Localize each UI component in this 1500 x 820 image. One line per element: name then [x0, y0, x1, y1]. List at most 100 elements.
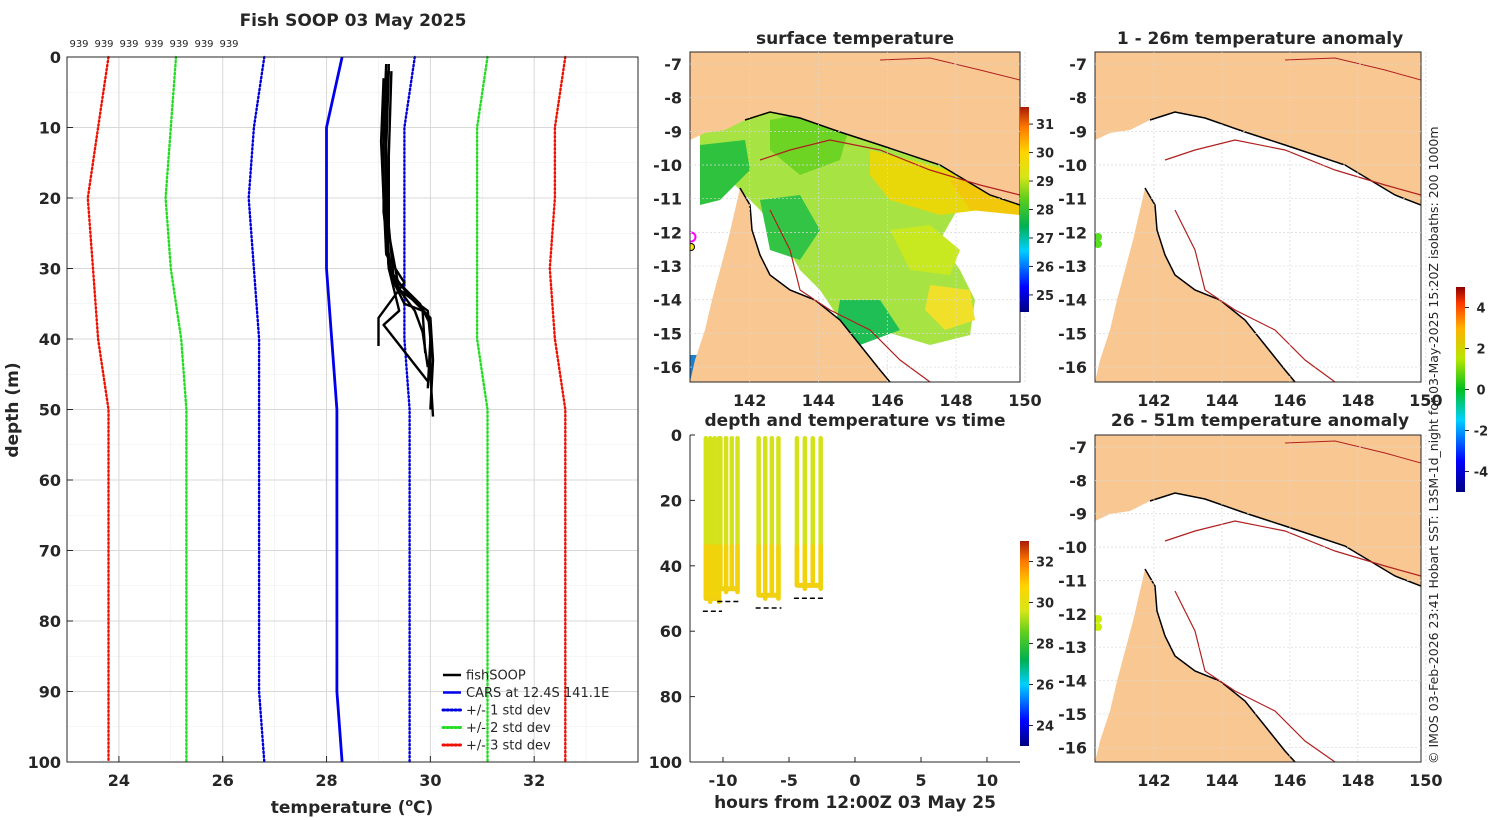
side-credit-note: © IMOS 03-Feb-2026 23:41 Hobart SST: L3S…: [1426, 126, 1441, 764]
anomaly-2-land-north: [1095, 435, 1421, 586]
colorbar-tick-label: 26: [1036, 679, 1054, 694]
profile-x-axis-label: temperature (oC): [271, 796, 434, 818]
lat-tick-label: -15: [653, 324, 682, 343]
lat-tick-label: -14: [1058, 672, 1087, 691]
lon-tick-label: 150: [1409, 771, 1442, 790]
x-tick-label: 10: [976, 771, 998, 790]
series-line: [164, 55, 188, 764]
lon-tick-label: 146: [1273, 771, 1306, 790]
lat-tick-label: -11: [1058, 190, 1087, 209]
colorbar-tick-label: 31: [1036, 118, 1054, 133]
colorbar-tick-label: 30: [1036, 147, 1054, 162]
colorbar-tick-label: -2: [1474, 425, 1488, 440]
lat-tick-label: -8: [664, 89, 682, 108]
time-chart-casts: [702, 436, 824, 613]
lat-tick-label: -12: [653, 223, 682, 242]
sst-lat-ticks: -7 -8 -9 -10 -11 -12 -13 -14 -15 -16: [653, 55, 1020, 377]
sst-cast-marker-2: [690, 243, 695, 251]
anomaly-2-lat-ticks: -7 -8 -9 -10 -11 -12 -13 -14 -15 -16: [1058, 438, 1421, 757]
lon-tick-label: 148: [1341, 391, 1374, 410]
profile-x-ticks: 24 26 28 30 32: [108, 756, 545, 790]
lat-tick-label: -14: [653, 291, 682, 310]
legend-label: +/- 3 std dev: [466, 739, 551, 754]
x-tick-label: 28: [315, 771, 337, 790]
y-tick-label: 20: [660, 491, 682, 510]
lat-tick-label: -11: [1058, 571, 1087, 590]
anomaly-1-lat-ticks: -7 -8 -9 -10 -11 -12 -13 -14 -15 -16: [1058, 55, 1421, 377]
lat-tick-label: -12: [1058, 605, 1087, 624]
cast-count-labels: 939 939 939 939 939 939 939: [69, 39, 238, 50]
colorbar-tick-label: 4: [1476, 302, 1485, 317]
sst-colorbar-ticks: 25 26 27 28 29 30 31: [1029, 118, 1054, 304]
cast-count-label: 939: [94, 39, 113, 50]
lon-tick-label: 142: [1137, 391, 1170, 410]
x-tick-label: 30: [419, 771, 441, 790]
lat-tick-label: -14: [1058, 291, 1087, 310]
y-tick-label: 60: [660, 622, 682, 641]
lat-tick-label: -9: [1069, 122, 1087, 141]
anomaly-1-lon-ticks: 142 144 146 148 150: [1137, 52, 1443, 410]
legend-label: fishSOOP: [466, 669, 526, 684]
colorbar-tick-label: 28: [1036, 204, 1054, 219]
colorbar-tick-label: 25: [1036, 289, 1054, 304]
profile-grid: [66, 56, 639, 763]
colorbar-tick-label: 28: [1036, 638, 1054, 653]
legend-label: CARS at 12.4S 141.1E: [466, 686, 609, 701]
lat-tick-label: -16: [1058, 738, 1087, 757]
cast-count-label: 939: [119, 39, 138, 50]
anomaly-map-2: 26 - 51m temperature anomaly -7 -8 -9 -10 -1…: [1058, 411, 1442, 790]
y-tick-label: 20: [39, 189, 61, 208]
time-chart-title: depth and temperature vs time: [705, 411, 1006, 431]
lon-tick-label: 146: [1273, 391, 1306, 410]
series-line: [86, 55, 110, 764]
time-chart-x-axis-label: hours from 12:00Z 03 May 25: [714, 793, 996, 813]
lon-tick-label: 144: [802, 391, 835, 410]
anomaly-colorbar-ticks: 4 2 0 -2 -4: [1465, 302, 1488, 481]
y-tick-label: 40: [39, 330, 61, 349]
lon-tick-label: 144: [1205, 391, 1238, 410]
series-line: [548, 55, 567, 764]
y-tick-label: 60: [39, 471, 61, 490]
lat-tick-label: -15: [1058, 324, 1087, 343]
cast-count-label: 939: [144, 39, 163, 50]
time-colorbar-ticks: 24 26 28 30 32: [1029, 556, 1054, 735]
lon-tick-label: 148: [939, 391, 972, 410]
sst-map: surface temperature: [653, 29, 1054, 410]
anomaly-map-2-frame: [1094, 434, 1422, 763]
fishsoop-profile-line: [377, 78, 406, 346]
colorbar-tick-label: 29: [1036, 175, 1054, 190]
anomaly-map-1-frame: [1094, 51, 1422, 383]
colorbar-tick-label: 27: [1036, 232, 1054, 247]
time-chart-colorbar: [1020, 541, 1029, 746]
y-tick-label: 80: [660, 688, 682, 707]
lon-tick-label: 142: [733, 391, 766, 410]
lat-tick-label: -7: [664, 55, 682, 74]
legend-label: +/- 2 std dev: [466, 721, 551, 736]
series-line: [325, 56, 344, 763]
time-chart: depth and temperature vs time 0 20 40 60 80 1…: [649, 411, 1054, 813]
series-line: [247, 55, 266, 764]
anomaly-map-1-title: 1 - 26m temperature anomaly: [1117, 29, 1403, 49]
x-tick-label: -10: [709, 771, 738, 790]
colorbar-tick-label: 2: [1476, 343, 1485, 358]
colorbar-tick-label: 26: [1036, 260, 1054, 275]
lat-tick-label: -10: [1058, 156, 1087, 175]
colorbar-tick-label: 24: [1036, 720, 1054, 735]
lat-tick-label: -7: [1069, 55, 1087, 74]
lat-tick-label: -7: [1069, 438, 1087, 457]
fishsoop-profile-line: [382, 63, 429, 383]
lat-tick-label: -8: [1069, 471, 1087, 490]
lat-tick-label: -10: [653, 156, 682, 175]
x-tick-label: 32: [523, 771, 545, 790]
lon-tick-label: 144: [1205, 771, 1238, 790]
cast-count-label: 939: [69, 39, 88, 50]
anomaly-colorbar: [1456, 287, 1465, 492]
profile-chart-title: Fish SOOP 03 May 2025: [240, 11, 467, 31]
y-tick-label: 90: [39, 683, 61, 702]
time-chart-axes: 0 20 40 60 80 100 -10 -5 0 5 10: [649, 426, 1020, 790]
fishsoop-profile-line: [385, 71, 429, 368]
sst-colorbar: [1020, 107, 1029, 312]
sst-map-title: surface temperature: [756, 29, 954, 49]
y-tick-label: 80: [39, 612, 61, 631]
